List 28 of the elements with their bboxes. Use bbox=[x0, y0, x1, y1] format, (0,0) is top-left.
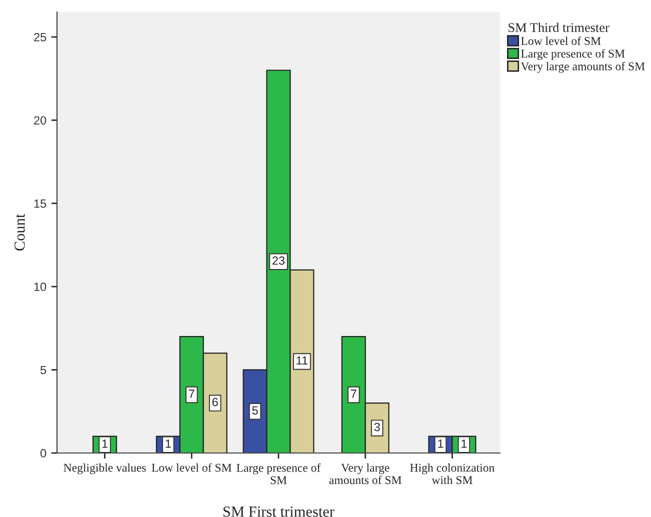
y-axis-title: Count bbox=[14, 214, 25, 251]
x-tick-label: Large presence of SM bbox=[236, 463, 321, 484]
data-label: 1 bbox=[438, 440, 444, 448]
data-label: 5 bbox=[252, 406, 258, 415]
data-label: 23 bbox=[272, 256, 285, 265]
x-tick-label: Low level of SM bbox=[152, 463, 232, 472]
y-tick-label: 15 bbox=[34, 200, 46, 208]
y-tick-label: 20 bbox=[34, 116, 46, 125]
data-label: 7 bbox=[188, 390, 194, 398]
x-tick-label: High colonization with SM bbox=[410, 463, 495, 484]
y-tick-label: 10 bbox=[34, 282, 46, 291]
y-tick-label: 25 bbox=[34, 32, 46, 42]
y-tick-label: 0 bbox=[40, 449, 46, 458]
data-label: 1 bbox=[102, 440, 108, 448]
data-label: 11 bbox=[296, 356, 308, 365]
legend-label: Very large amounts of SM bbox=[520, 62, 645, 73]
x-tick-label: Negligible values bbox=[64, 463, 146, 474]
legend-title: SM Third trimester bbox=[508, 22, 610, 32]
y-tick-label: 5 bbox=[40, 366, 46, 374]
data-label: 6 bbox=[212, 398, 218, 406]
x-tick-label: Very large amounts of SM bbox=[329, 463, 402, 484]
legend-label: Large presence of SM bbox=[521, 49, 625, 60]
data-label: 3 bbox=[374, 422, 380, 432]
legend-label: Low level of SM bbox=[521, 36, 601, 45]
x-axis-title: SM First trimester bbox=[224, 506, 334, 517]
data-label: 1 bbox=[166, 440, 171, 448]
data-label: 7 bbox=[350, 390, 356, 398]
data-label: 1 bbox=[462, 440, 467, 448]
